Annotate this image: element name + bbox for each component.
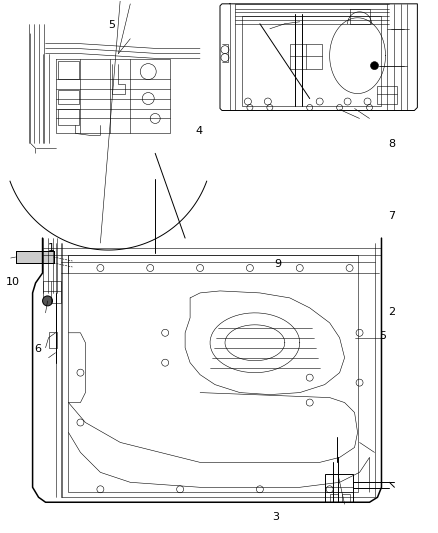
Bar [57,109,79,125]
Text: 2: 2 [388,306,395,317]
Bar [49,332,57,348]
Text: 9: 9 [274,259,282,269]
Text: 4: 4 [196,126,203,136]
Text: 5: 5 [109,20,116,30]
Bar [57,61,79,78]
Bar [378,86,397,103]
Bar [290,44,321,69]
Bar [325,474,353,502]
Text: 3: 3 [272,512,279,522]
Bar [68,255,357,492]
Circle shape [42,296,53,306]
Text: 7: 7 [388,211,395,221]
Bar [16,251,53,263]
Bar [42,281,60,303]
Bar [16,251,53,263]
Text: 6: 6 [34,344,41,354]
Bar [57,90,79,103]
Circle shape [371,62,378,70]
Text: 5: 5 [379,330,386,341]
Text: 10: 10 [6,278,20,287]
Bar [342,494,350,502]
Text: 1: 1 [47,243,54,253]
Text: 8: 8 [388,139,395,149]
Bar [330,494,338,502]
Bar [242,16,381,106]
